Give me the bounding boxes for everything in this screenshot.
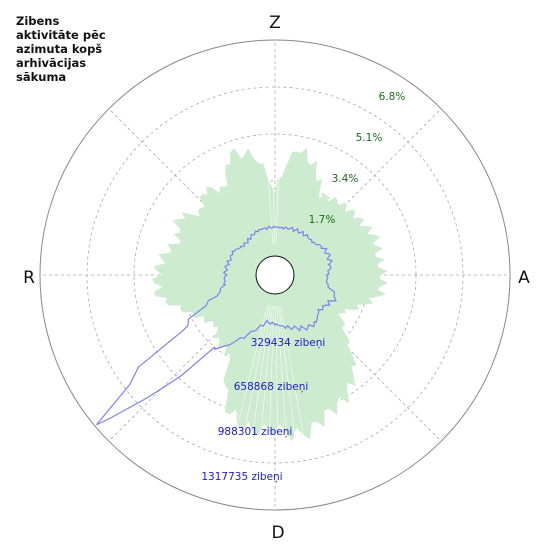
- percent-tick-label: 1.7%: [309, 214, 336, 226]
- compass-east-label: A: [518, 268, 530, 288]
- activity-streak: [255, 305, 273, 490]
- activity-streak: [278, 305, 302, 489]
- activity-area-shape: [151, 147, 388, 442]
- activity-area: [151, 60, 388, 490]
- percent-tick-label: 6.8%: [379, 91, 406, 103]
- percent-tick-label: 3.4%: [332, 173, 359, 185]
- center-hole: [255, 255, 295, 295]
- strike-count-line: [96, 225, 337, 426]
- activity-streak: [275, 305, 280, 490]
- compass-west-label: R: [23, 268, 35, 288]
- count-tick-label: 988301 zibeņi: [218, 426, 293, 438]
- activity-streak: [280, 305, 313, 487]
- count-tick-label: 658868 zibeņi: [234, 381, 309, 393]
- activity-streak: [259, 60, 274, 245]
- chart-title: Zibens aktivitāte pēc azimuta kopš arhiv…: [16, 14, 126, 84]
- compass-north-label: Z: [269, 13, 281, 33]
- title-line: aktivitāte pēc: [16, 28, 106, 42]
- title-line: sākuma: [16, 70, 67, 84]
- count-tick-label: 329434 zibeņi: [251, 337, 326, 349]
- count-tick-label: 1317735 zibeņi: [201, 471, 282, 483]
- axis-labels: Z A D R 1.7% 3.4% 5.1% 6.8% 329434 zibeņ…: [23, 13, 530, 543]
- activity-streak: [267, 305, 275, 490]
- activity-streak: [233, 305, 270, 487]
- activity-streak: [222, 305, 268, 484]
- percent-tick-label: 5.1%: [356, 132, 383, 144]
- compass-south-label: D: [271, 523, 284, 543]
- activity-streak: [275, 60, 283, 245]
- activity-streak: [270, 60, 275, 245]
- strike-count-path: [96, 225, 337, 426]
- activity-streak: [244, 305, 271, 488]
- title-line: arhivācijas: [16, 56, 87, 70]
- title-line: azimuta kopš: [16, 42, 103, 56]
- title-line: Zibens: [16, 14, 60, 28]
- outer-ring: [39, 39, 511, 511]
- activity-streak: [276, 305, 291, 490]
